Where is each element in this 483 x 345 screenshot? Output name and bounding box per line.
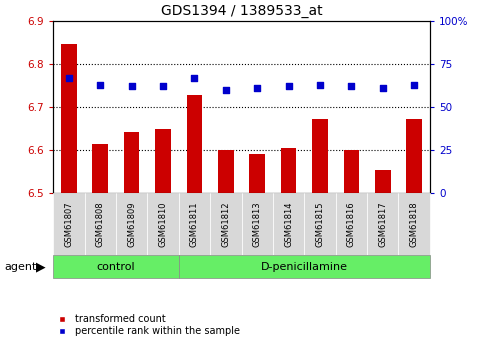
Bar — [155, 129, 171, 193]
Text: GSM61813: GSM61813 — [253, 201, 262, 247]
Bar — [186, 95, 202, 193]
Text: agent: agent — [5, 262, 37, 272]
Point — [97, 82, 104, 87]
Text: GSM61810: GSM61810 — [158, 201, 168, 247]
Point — [316, 82, 324, 87]
Text: GSM61812: GSM61812 — [221, 201, 230, 247]
Text: GSM61808: GSM61808 — [96, 201, 105, 247]
Point — [285, 83, 293, 89]
Title: GDS1394 / 1389533_at: GDS1394 / 1389533_at — [161, 4, 322, 18]
Text: GSM61817: GSM61817 — [378, 201, 387, 247]
Bar — [124, 131, 140, 193]
Point — [411, 82, 418, 87]
Bar — [406, 119, 422, 193]
Text: D-penicillamine: D-penicillamine — [261, 262, 348, 272]
Bar — [218, 150, 234, 193]
Point — [379, 85, 387, 91]
Bar — [343, 150, 359, 193]
Point — [65, 75, 73, 80]
Text: control: control — [97, 262, 135, 272]
Text: GSM61816: GSM61816 — [347, 201, 356, 247]
Point — [348, 83, 355, 89]
Bar — [249, 154, 265, 193]
Text: GSM61818: GSM61818 — [410, 201, 419, 247]
Text: ▶: ▶ — [36, 260, 46, 273]
Point — [253, 85, 261, 91]
Bar — [281, 148, 297, 193]
Bar — [312, 119, 328, 193]
Text: GSM61809: GSM61809 — [127, 201, 136, 247]
Bar — [375, 170, 391, 193]
Text: GSM61807: GSM61807 — [64, 201, 73, 247]
Text: GSM61811: GSM61811 — [190, 201, 199, 247]
Bar — [61, 45, 77, 193]
Point — [159, 83, 167, 89]
Text: GSM61815: GSM61815 — [315, 201, 325, 247]
Point — [222, 87, 230, 92]
Point — [128, 83, 135, 89]
Legend: transformed count, percentile rank within the sample: transformed count, percentile rank withi… — [48, 310, 243, 340]
Text: GSM61814: GSM61814 — [284, 201, 293, 247]
Bar — [92, 144, 108, 193]
Point — [191, 75, 199, 80]
